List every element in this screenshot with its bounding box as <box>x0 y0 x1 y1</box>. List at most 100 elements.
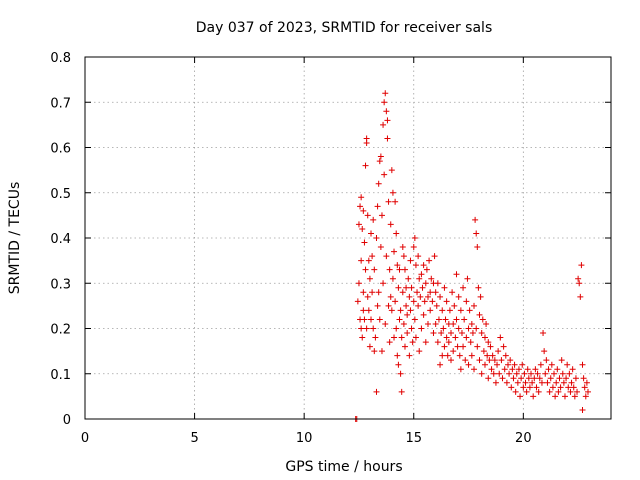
data-point <box>377 244 384 251</box>
data-point <box>519 361 526 368</box>
data-point <box>481 334 488 341</box>
data-point <box>354 298 361 305</box>
data-point <box>398 334 405 341</box>
y-tick-label: 0.6 <box>50 142 71 157</box>
data-point <box>565 384 572 391</box>
data-point <box>381 171 388 178</box>
data-point <box>403 302 410 309</box>
data-point <box>450 348 457 355</box>
data-point <box>359 334 366 341</box>
data-point <box>515 366 522 373</box>
data-point <box>422 280 429 287</box>
data-point <box>427 307 434 314</box>
data-point <box>532 366 539 373</box>
data-point <box>561 393 568 400</box>
data-point <box>385 198 392 205</box>
data-point <box>443 298 450 305</box>
data-point <box>567 388 574 395</box>
data-point <box>429 298 436 305</box>
data-point <box>490 370 497 377</box>
data-point <box>518 375 525 382</box>
data-point <box>442 316 449 323</box>
data-point <box>407 257 414 264</box>
data-point <box>520 384 527 391</box>
data-point <box>584 388 591 395</box>
x-tick-label: 20 <box>515 431 532 446</box>
data-point <box>560 379 567 386</box>
data-point <box>500 343 507 350</box>
data-point <box>458 330 465 337</box>
x-tick-label: 10 <box>296 431 313 446</box>
data-point <box>376 158 383 165</box>
data-point <box>577 293 584 300</box>
data-point <box>524 366 531 373</box>
data-point <box>444 352 451 359</box>
data-point <box>478 370 485 377</box>
data-point <box>523 388 530 395</box>
x-axis-label: GPS time / hours <box>285 459 402 475</box>
y-tick-label: 0.8 <box>50 51 71 66</box>
data-point <box>383 253 390 260</box>
data-point <box>564 361 571 368</box>
data-point <box>441 343 448 350</box>
data-point <box>386 266 393 273</box>
data-point <box>446 307 453 314</box>
data-point <box>474 244 481 251</box>
data-point <box>437 361 444 368</box>
data-point <box>476 357 483 364</box>
data-point <box>569 366 576 373</box>
plot-frame <box>84 56 612 420</box>
data-point <box>431 253 438 260</box>
data-point <box>365 257 372 264</box>
data-point <box>423 266 430 273</box>
data-point <box>385 302 392 309</box>
data-point <box>363 139 370 146</box>
data-point <box>392 298 399 305</box>
data-point <box>575 275 582 282</box>
data-point <box>542 370 549 377</box>
data-point <box>361 316 368 323</box>
data-point <box>496 370 503 377</box>
data-point <box>424 293 431 300</box>
data-point <box>370 325 377 332</box>
data-point <box>572 375 579 382</box>
data-point <box>448 357 455 364</box>
data-point <box>355 221 362 228</box>
data-point <box>358 325 365 332</box>
data-point <box>499 375 506 382</box>
data-point <box>538 379 545 386</box>
data-point <box>559 370 566 377</box>
data-point <box>432 320 439 327</box>
data-point <box>384 135 391 142</box>
data-point <box>531 375 538 382</box>
data-point <box>478 330 485 337</box>
data-point <box>452 334 459 341</box>
y-tick-label: 0.7 <box>50 96 71 111</box>
data-point <box>435 316 442 323</box>
data-point <box>377 153 384 160</box>
data-point <box>581 384 588 391</box>
x-tick-label: 5 <box>190 431 198 446</box>
data-point <box>366 343 373 350</box>
data-point <box>411 235 418 241</box>
y-tick-label: 0.2 <box>50 323 71 338</box>
data-point <box>494 361 501 368</box>
data-point <box>473 325 480 332</box>
data-point <box>428 275 435 282</box>
data-point <box>448 330 455 337</box>
data-point <box>373 388 380 395</box>
data-point <box>456 352 463 359</box>
data-point <box>405 275 412 282</box>
data-point <box>434 280 441 287</box>
data-point <box>404 330 411 337</box>
data-point <box>492 379 499 386</box>
data-point <box>406 293 413 300</box>
data-point <box>450 320 457 327</box>
data-point <box>439 307 446 314</box>
data-point <box>479 316 486 323</box>
data-point <box>534 370 541 377</box>
data-point <box>401 343 408 350</box>
data-point <box>463 298 470 305</box>
data-point <box>511 361 518 368</box>
data-point <box>489 352 496 359</box>
